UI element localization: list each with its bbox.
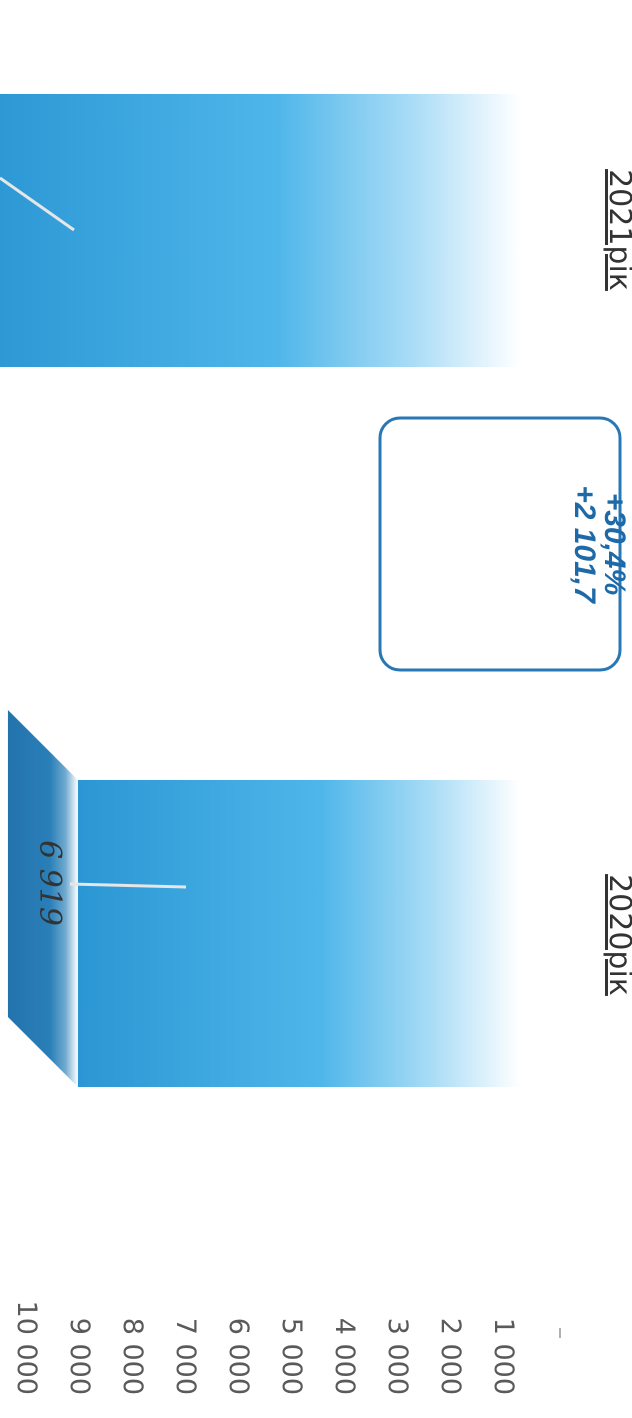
- bar-front-face: [0, 94, 520, 367]
- y-tick-label: 8 000: [117, 1318, 148, 1395]
- svg-text:8 000: 8 000: [117, 1318, 148, 1395]
- bars-layer: 6 919: [0, 94, 520, 1087]
- svg-text:7 000: 7 000: [170, 1318, 201, 1395]
- y-tick-label: 3 000: [382, 1318, 413, 1395]
- y-tick-label: 7 000: [170, 1318, 201, 1395]
- change-box-frame: [378, 416, 622, 672]
- svg-text:9 000: 9 000: [64, 1318, 95, 1395]
- svg-text:2020рік: 2020рік: [602, 874, 632, 996]
- svg-text:1 000: 1 000: [488, 1318, 519, 1395]
- svg-text:3 000: 3 000: [382, 1318, 413, 1395]
- y-tick-label: 1 000: [488, 1318, 519, 1395]
- bar-2021рік: [0, 94, 520, 367]
- y-tick-label: 6 000: [223, 1318, 254, 1395]
- bar-front-face: [77, 780, 520, 1087]
- svg-text:5 000: 5 000: [276, 1318, 307, 1395]
- category-labels: 2020рік 2021рік: [602, 169, 632, 996]
- y-tick-label: 2 000: [435, 1318, 466, 1395]
- change-absolute: +2 101,7: [568, 485, 601, 604]
- y-axis-ticks: 10 000 9 000 8 000 7 000 6 000 5 000 4 000 3 00…: [11, 1301, 561, 1395]
- bar-side-face: [7, 710, 78, 1087]
- svg-text:10 000: 10 000: [11, 1301, 42, 1395]
- svg-text:4 000: 4 000: [329, 1318, 360, 1395]
- value-leader-2021: [0, 176, 75, 232]
- y-tick-label: 9 000: [64, 1318, 95, 1395]
- value-leader-2020: [69, 882, 187, 889]
- change-box: +30,4% +2 101,7: [378, 416, 631, 672]
- category-label: 2021рік: [602, 169, 632, 291]
- y-tick-label: 5 000: [276, 1318, 307, 1395]
- change-percent: +30,4%: [598, 493, 631, 596]
- svg-text:2 000: 2 000: [435, 1318, 466, 1395]
- y-tick-label: 10 000: [11, 1301, 42, 1395]
- svg-text:6 919: 6 919: [32, 840, 67, 926]
- y-tick-label: 4 000: [329, 1318, 360, 1395]
- svg-text:6 000: 6 000: [223, 1318, 254, 1395]
- category-label: 2020рік: [602, 874, 632, 996]
- value-label: 6 919: [32, 840, 67, 926]
- svg-text:2021рік: 2021рік: [602, 169, 632, 291]
- bar-2020рік: [7, 710, 520, 1087]
